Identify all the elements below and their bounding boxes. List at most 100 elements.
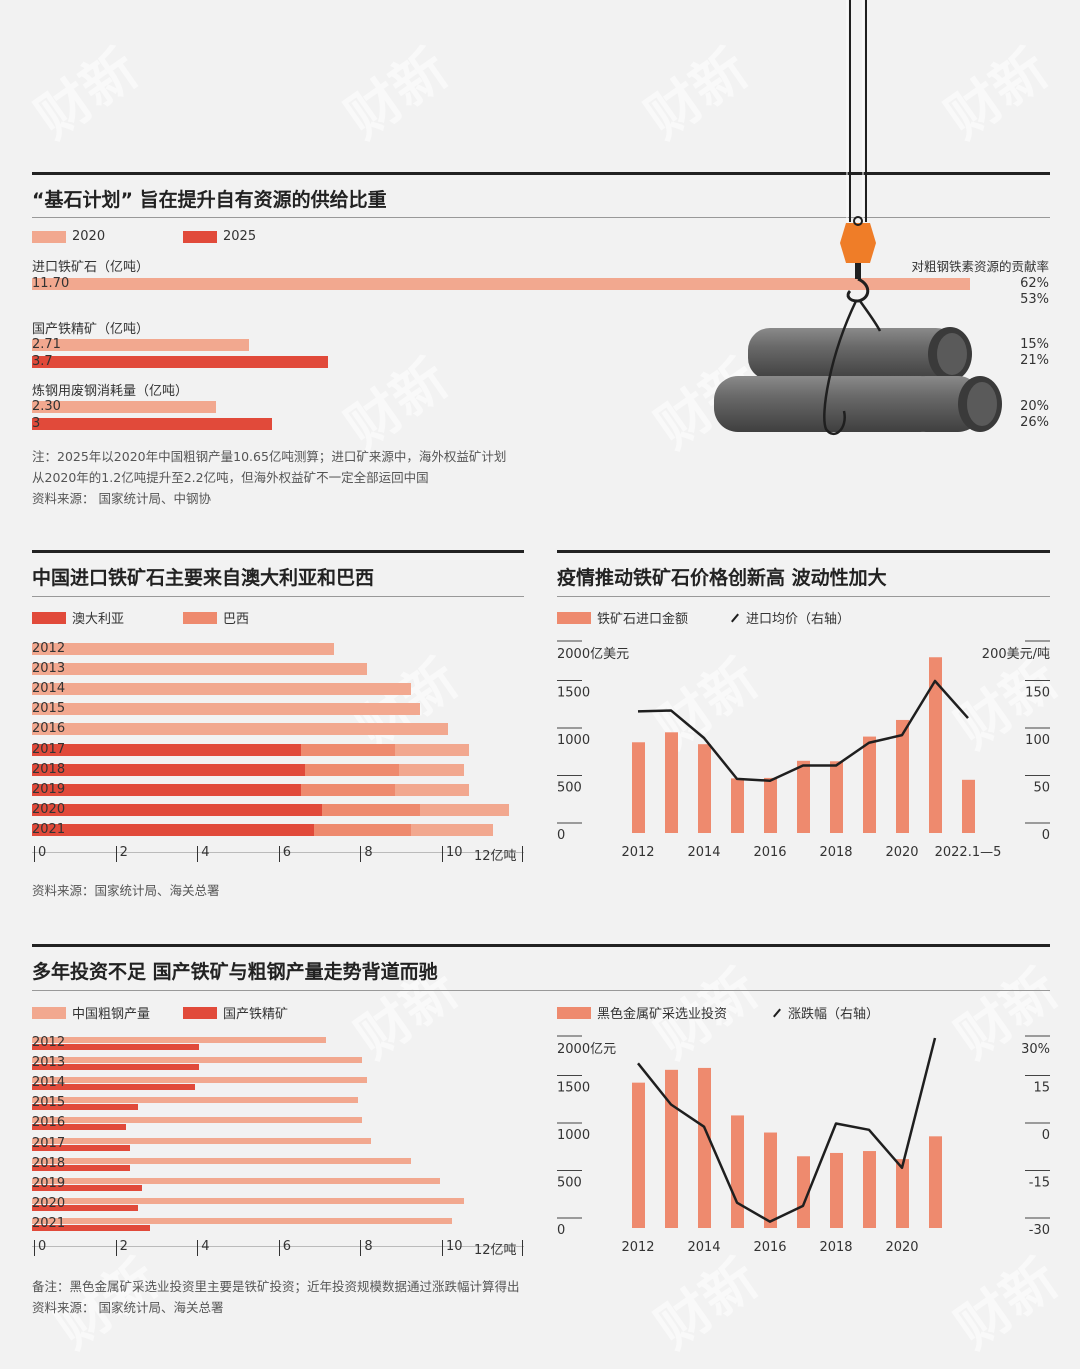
y2-tick-label: -30 (1029, 1223, 1050, 1238)
bar (863, 1151, 876, 1228)
y2-tick-label: 0 (1042, 828, 1050, 843)
bar-ore (32, 1104, 139, 1111)
crane-hook (823, 216, 882, 436)
bar-steel (32, 1157, 412, 1164)
s1-group-label: 进口铁矿石（亿吨） (32, 260, 150, 275)
y2-tick-label: 50 (1033, 781, 1050, 796)
s1-bar-2020 (32, 278, 970, 290)
x-tick-label: 2016 (753, 1240, 786, 1255)
bar-total (32, 663, 367, 676)
year-label: 2017 (32, 741, 66, 757)
y-unit-label: 2000亿美元 (557, 647, 629, 662)
bar-ore (32, 1164, 130, 1171)
y-tick-label: 1500 (557, 1081, 590, 1096)
s1-source: 资料来源： 国家统计局、中钢协 (32, 491, 211, 506)
bar-australia (32, 763, 306, 776)
s1-bar-2025 (32, 356, 328, 368)
bar (698, 744, 711, 833)
s1-pct-2020: 20% (1020, 399, 1049, 414)
s2-top-rule (32, 550, 524, 553)
x-tick-label: 10 (446, 1239, 463, 1254)
year-label: 2012 (32, 1035, 66, 1050)
bar-brazil (301, 743, 396, 756)
steel-pipes-illustration (714, 327, 1002, 432)
s1-bar-2020 (32, 339, 249, 351)
x-tick (522, 846, 523, 862)
x-tick-label: 2012 (621, 1240, 654, 1255)
bar-ore (32, 1224, 151, 1231)
footer-source: 资料来源： 国家统计局、海关总署 (32, 1300, 224, 1315)
s1-legend-2020: 2020 (32, 229, 105, 244)
s4-legend-ore: 国产铁精矿 (183, 1003, 288, 1022)
year-label: 2021 (32, 1215, 66, 1231)
y-tick-label: 0 (557, 828, 565, 843)
x-tick-label: 2020 (885, 845, 918, 860)
bar (797, 1156, 810, 1228)
x-tick-label: 2016 (753, 845, 786, 860)
y2-tick-label: 150 (1025, 686, 1050, 701)
s2-legend-brazil: 巴西 (183, 608, 249, 627)
year-label: 2020 (32, 1195, 66, 1211)
x-tick (115, 1240, 117, 1256)
bar-australia (32, 743, 302, 756)
x-tick (115, 846, 117, 862)
s1-group-label: 国产铁精矿（亿吨） (32, 322, 150, 337)
y2-tick-label: 0 (1042, 1128, 1050, 1143)
bar (698, 1067, 711, 1228)
crane-hook-illustration (846, 0, 867, 222)
year-label: 2019 (32, 1175, 66, 1191)
year-label: 2019 (32, 781, 66, 797)
bar-ore (32, 1084, 196, 1091)
year-label: 2013 (32, 661, 66, 677)
bar-steel (32, 1077, 367, 1084)
bar-steel (32, 1097, 359, 1104)
year-label: 2021 (32, 821, 66, 837)
x-tick (522, 1240, 523, 1256)
s1-pct-2025: 26% (1020, 415, 1049, 430)
s1-note-line1: 注：2025年以2020年中国粗钢产量10.65亿吨测算；进口矿来源中，海外权益… (32, 449, 507, 464)
y-tick-label: 1000 (557, 733, 590, 748)
y-tick-label: 500 (557, 1176, 582, 1191)
s1-note-line2: 从2020年的1.2亿吨提升至2.2亿吨，但海外权益矿不一定全部运回中国 (32, 470, 429, 485)
watermark: 财新 (24, 36, 150, 151)
x-tick-label: 4 (201, 845, 210, 860)
bar-steel (32, 1037, 326, 1043)
bar (962, 779, 975, 833)
x-unit-label: 12亿吨 (474, 849, 517, 864)
s5-chart: 2000亿元 1500 1000 500 0 30% 15 0 -15 -30 2012 2014 20… (557, 1035, 1050, 1255)
s3-title: 疫情推动铁矿石价格创新高 波动性加大 (557, 567, 887, 589)
x-tick (360, 846, 362, 862)
bar-steel (32, 1217, 453, 1224)
y-unit-label: 2000亿元 (557, 1042, 616, 1057)
s1-pct-2020: 62% (1020, 276, 1049, 291)
x-tick-label: 4 (201, 1239, 210, 1254)
bar-brazil (313, 823, 412, 836)
bar-australia (32, 783, 302, 796)
s1-right-header: 对粗钢铁素资源的贡献率 (911, 259, 1049, 274)
s1-value: 3 (32, 416, 41, 431)
year-label: 2014 (32, 1075, 66, 1091)
s3-legend-bars: 铁矿石进口金额 (557, 608, 688, 627)
y2-unit-label: 200美元/吨 (982, 647, 1050, 662)
bar (632, 742, 645, 833)
x-tick (278, 1240, 280, 1256)
s1-title: “基石计划” 旨在提升自有资源的供给比重 (32, 189, 387, 211)
y-tick-label: 0 (557, 1223, 565, 1238)
x-tick (360, 1240, 362, 1256)
x-tick (197, 846, 199, 862)
bar (764, 1132, 777, 1228)
bar (929, 657, 942, 833)
bar-steel (32, 1057, 363, 1064)
year-label: 2016 (32, 1115, 66, 1131)
year-label: 2014 (32, 681, 66, 697)
x-tick-label: 2020 (885, 1240, 918, 1255)
bar-ore (32, 1204, 139, 1211)
x-tick-label: 2018 (819, 845, 852, 860)
bar-ore (32, 1144, 130, 1151)
x-tick-label: 8 (364, 845, 373, 860)
s1-pct-2025: 53% (1020, 292, 1049, 307)
x-tick-label: 2 (119, 845, 128, 860)
year-label: 2012 (32, 641, 66, 656)
x-tick-label: 2022.1—5 (935, 845, 1002, 860)
